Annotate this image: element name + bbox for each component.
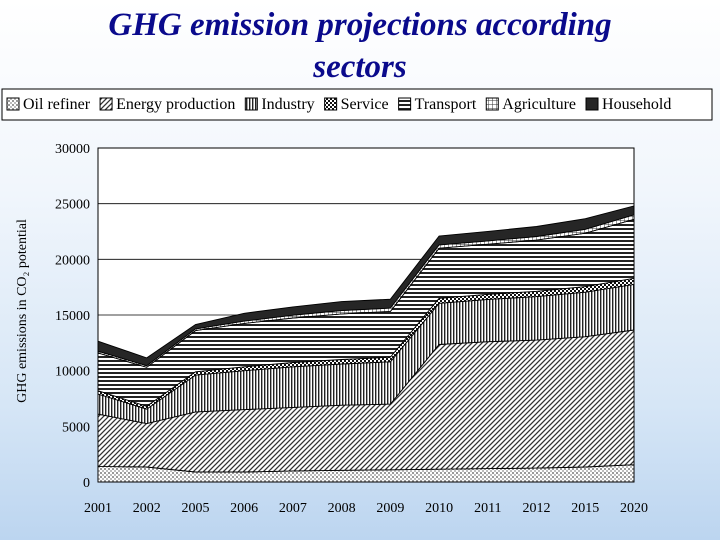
- legend-label: Oil refiner: [23, 96, 91, 113]
- x-axis-ticks: 2001 2002 2005 2006 2007 2008 2009 2010 2011 2012…: [84, 501, 648, 516]
- legend-item-transport: Transport: [398, 96, 477, 113]
- series-areas: [97, 205, 635, 483]
- x-tick-label: 2006: [230, 501, 258, 516]
- y-axis-ticks: 0 5000 10000 15000 20000 25000 30000: [55, 142, 90, 491]
- legend-item-energy-production: Energy production: [99, 96, 235, 113]
- y-tick-label: 5000: [62, 420, 90, 435]
- legend-item-agriculture: Agriculture: [485, 96, 576, 113]
- x-tick-label: 2001: [84, 501, 112, 516]
- y-tick-label: 0: [83, 476, 90, 491]
- chart-legend: Oil refiner Energy production Industry Serv…: [1, 88, 713, 121]
- legend-label: Service: [341, 96, 389, 113]
- legend-swatch: [324, 97, 338, 111]
- plot-area: [97, 147, 635, 483]
- y-tick-label: 15000: [55, 309, 90, 324]
- x-tick-label: 2007: [279, 501, 307, 516]
- x-tick-label: 2009: [376, 501, 404, 516]
- legend-swatch: [244, 97, 258, 111]
- legend-item-industry: Industry: [244, 96, 315, 113]
- legend-label: Energy production: [116, 96, 235, 113]
- legend-item-service: Service: [324, 96, 389, 113]
- slide-title: GHG emission projections according secto…: [108, 7, 612, 85]
- legend-label: Transport: [415, 96, 477, 113]
- legend-item-household: Household: [585, 96, 671, 113]
- x-tick-label: 2010: [425, 501, 453, 516]
- legend-swatch: [585, 97, 599, 111]
- x-tick-label: 2020: [620, 501, 648, 516]
- x-tick-label: 2005: [181, 501, 209, 516]
- legend-item-oil-refiner: Oil refiner: [6, 96, 91, 113]
- legend-label: Industry: [261, 96, 314, 113]
- y-tick-label: 30000: [55, 142, 90, 157]
- legend-swatch: [6, 97, 20, 111]
- y-tick-label: 20000: [55, 253, 90, 268]
- x-tick-label: 2012: [523, 501, 551, 516]
- x-tick-label: 2011: [474, 501, 501, 516]
- y-tick-label: 25000: [55, 198, 90, 213]
- area-household: [97, 205, 635, 367]
- legend-swatch: [485, 97, 499, 111]
- y-tick-label: 10000: [55, 365, 90, 380]
- x-tick-label: 2015: [571, 501, 599, 516]
- legend-label: Household: [602, 96, 671, 113]
- x-tick-label: 2002: [133, 501, 161, 516]
- y-axis-label: GHG emissions in CO₂ potential: [15, 219, 30, 403]
- legend-swatch: [398, 97, 412, 111]
- x-tick-label: 2008: [328, 501, 356, 516]
- legend-swatch: [99, 97, 113, 111]
- legend-label: Agriculture: [502, 96, 576, 113]
